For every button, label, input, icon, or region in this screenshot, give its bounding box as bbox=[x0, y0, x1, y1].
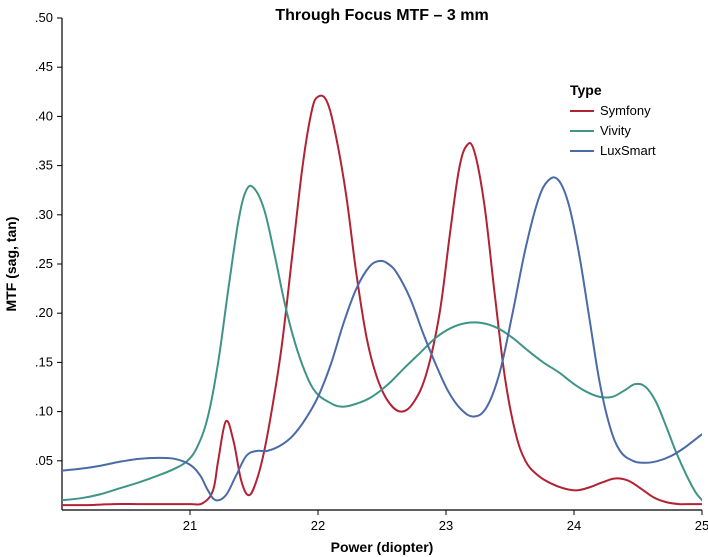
x-tick-label: 22 bbox=[311, 518, 325, 533]
x-tick-label: 23 bbox=[439, 518, 453, 533]
y-axis-label: MTF (sag, tan) bbox=[3, 217, 19, 312]
y-tick-label: .45 bbox=[35, 59, 53, 74]
legend-label: Symfony bbox=[600, 103, 651, 118]
y-tick-label: .10 bbox=[35, 404, 53, 419]
y-tick-label: .20 bbox=[35, 305, 53, 320]
legend-title: Type bbox=[570, 82, 602, 98]
y-tick-label: .05 bbox=[35, 453, 53, 468]
y-tick-label: .25 bbox=[35, 256, 53, 271]
legend-label: LuxSmart bbox=[600, 143, 656, 158]
y-tick-label: .30 bbox=[35, 207, 53, 222]
chart-container: .05 .10 .15 .20 .25 .30 .35 .40 .45 .50 21 22 23 24 25… bbox=[0, 0, 708, 557]
chart-title: Through Focus MTF – 3 mm bbox=[275, 7, 488, 24]
x-tick-label: 24 bbox=[567, 518, 581, 533]
mtf-line-chart: .05 .10 .15 .20 .25 .30 .35 .40 .45 .50 21 22 23 24 25… bbox=[0, 0, 708, 557]
x-axis-label: Power (diopter) bbox=[331, 539, 434, 555]
legend-label: Vivity bbox=[600, 123, 631, 138]
y-tick-label: .40 bbox=[35, 108, 53, 123]
x-tick-label: 25 bbox=[695, 518, 708, 533]
x-tick-label: 21 bbox=[183, 518, 197, 533]
y-tick-label: .15 bbox=[35, 354, 53, 369]
y-tick-label: .50 bbox=[35, 10, 53, 25]
y-tick-label: .35 bbox=[35, 158, 53, 173]
